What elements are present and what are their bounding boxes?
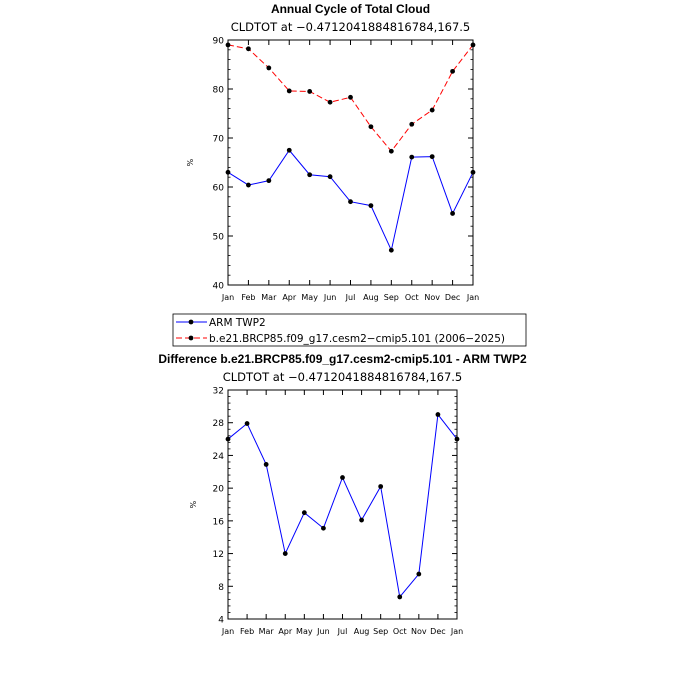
chart-0-series-0-point [348, 199, 353, 205]
chart-0-xtick-label: Oct [405, 293, 419, 302]
chart-1-xtick-label: Jul [337, 627, 348, 636]
chart-0-series-0-point [429, 154, 435, 160]
chart-0-series-1-point [470, 42, 476, 48]
chart-1-xtick-label: Oct [393, 627, 407, 636]
chart-1-ytick-label: 24 [213, 452, 225, 462]
chart-0-series-0-point [286, 147, 292, 153]
chart-0-series-0-point [307, 172, 313, 178]
chart-1-series-0-point [225, 436, 231, 442]
chart-1-ytick-label: 16 [213, 517, 225, 527]
legend-series-1-label: b.e21.BRCP85.f09_g17.cesm2−cmip5.101 (20… [209, 333, 505, 345]
chart-1-ytick-label: 8 [218, 583, 224, 593]
chart-0-series-0-point [327, 174, 333, 180]
chart-0-ylabel: % [186, 158, 195, 166]
chart-0-series-1-point [225, 42, 231, 48]
chart-1-title: Difference b.e21.BRCP85.f09_g17.cesm2-cm… [158, 352, 527, 366]
chart-1-ytick-label: 32 [213, 387, 224, 397]
chart-1-xtick-label: Feb [240, 627, 254, 636]
chart-0-xtick-label: Apr [282, 293, 297, 302]
legend-box [172, 313, 527, 347]
chart-1-series-0-point [340, 475, 345, 480]
chart-0-series-1-point [388, 148, 394, 154]
chart-0-xtick-label: Jul [345, 293, 356, 302]
legend-series-1-marker [188, 335, 194, 341]
chart-0-title: Annual Cycle of Total Cloud [271, 2, 430, 16]
chart-0-xtick-label: Jan [221, 293, 234, 302]
chart-1-xtick-label: Sep [373, 627, 388, 636]
chart-1-ylabel: % [189, 500, 198, 508]
chart-0-series-0-point [409, 154, 415, 160]
chart-0-xtick-label: May [301, 293, 318, 302]
chart-0-series-0-point [246, 182, 251, 188]
chart-1-series-0-point [397, 594, 403, 600]
chart-1-ytick-label: 28 [213, 419, 225, 429]
chart-1-xtick-label: Aug [354, 627, 370, 636]
legend-series-0-label: ARM TWP2 [209, 317, 266, 329]
chart-0-ytick-label: 60 [213, 184, 225, 194]
chart-0-xtick-label: Nov [424, 293, 440, 302]
chart-1-series-0-point [454, 436, 460, 442]
chart-1-series-0-point [321, 525, 326, 531]
chart-1-xtick-label: Jun [316, 627, 330, 636]
chart-0-series-1-point [368, 124, 374, 130]
chart-0-ytick-label: 40 [213, 282, 225, 292]
chart-1-series-0-point [378, 484, 384, 489]
chart-1-ytick-label: 20 [213, 485, 225, 495]
chart-0-ytick-label: 70 [213, 135, 225, 145]
chart-0-series-0-point [388, 247, 394, 253]
chart-0-series-1-point [307, 89, 313, 94]
chart-0-series-0-point [368, 203, 374, 209]
chart-1-xtick-label: Dec [430, 627, 445, 636]
chart-1-frame [227, 389, 458, 620]
chart-0-xtick-label: Jun [323, 293, 337, 302]
chart-0-frame [227, 39, 474, 286]
chart-1-series-0-point [435, 412, 441, 417]
chart-0-xtick-label: Mar [261, 293, 277, 302]
chart-1-series-0-point [359, 517, 364, 523]
chart-1-series-0-point [282, 551, 288, 556]
chart-0-xtick-label: Sep [384, 293, 399, 302]
chart-1-xtick-label: May [296, 627, 313, 636]
chart-0-xtick-label: Dec [445, 293, 460, 302]
chart-0-series-1-point [409, 121, 415, 127]
chart-0-ytick-label: 90 [213, 37, 225, 47]
chart-0-xtick-label: Feb [241, 293, 255, 302]
chart-0-xtick-label: Jan [466, 293, 479, 302]
chart-0-series-1-point [266, 65, 272, 71]
chart-1-xtick-label: Jan [450, 627, 463, 636]
chart-0-subtitle: CLDTOT at −0.4712041884816784,167.5 [231, 20, 471, 34]
chart-0-series-0-point [225, 169, 231, 175]
chart-1-subtitle: CLDTOT at −0.4712041884816784,167.5 [223, 370, 463, 384]
chart-0-series-1-point [348, 94, 353, 100]
chart-0-series-1-point [246, 46, 251, 52]
chart-1-xtick-label: Nov [411, 627, 427, 636]
chart-1-ytick-label: 4 [218, 616, 224, 626]
chart-0-series-0-point [450, 211, 455, 216]
chart-0-xtick-label: Aug [363, 293, 379, 302]
chart-1-series-0-point [416, 571, 422, 577]
chart-0-ytick-label: 80 [213, 86, 225, 96]
chart-1-series-0-point [244, 421, 250, 426]
chart-1-series-0-line [227, 413, 458, 599]
chart-1-series-0-point [263, 462, 269, 467]
chart-0-series-0-point [470, 169, 476, 175]
chart-1-xtick-label: Mar [259, 627, 275, 636]
chart-1-xtick-label: Apr [278, 627, 293, 636]
chart-1-series-0-point [301, 510, 307, 516]
chart-0-series-1-point [286, 88, 292, 94]
chart-0-series-1-point [327, 99, 333, 105]
chart-0-series-1-point [450, 68, 455, 74]
chart-0-series-1-point [429, 107, 435, 113]
chart-1-xtick-label: Jan [221, 627, 234, 636]
chart-1-ytick-label: 12 [213, 550, 224, 560]
legend-series-0-marker [188, 319, 194, 325]
chart-0-series-0-point [266, 178, 272, 184]
chart-0-ytick-label: 50 [213, 233, 225, 243]
